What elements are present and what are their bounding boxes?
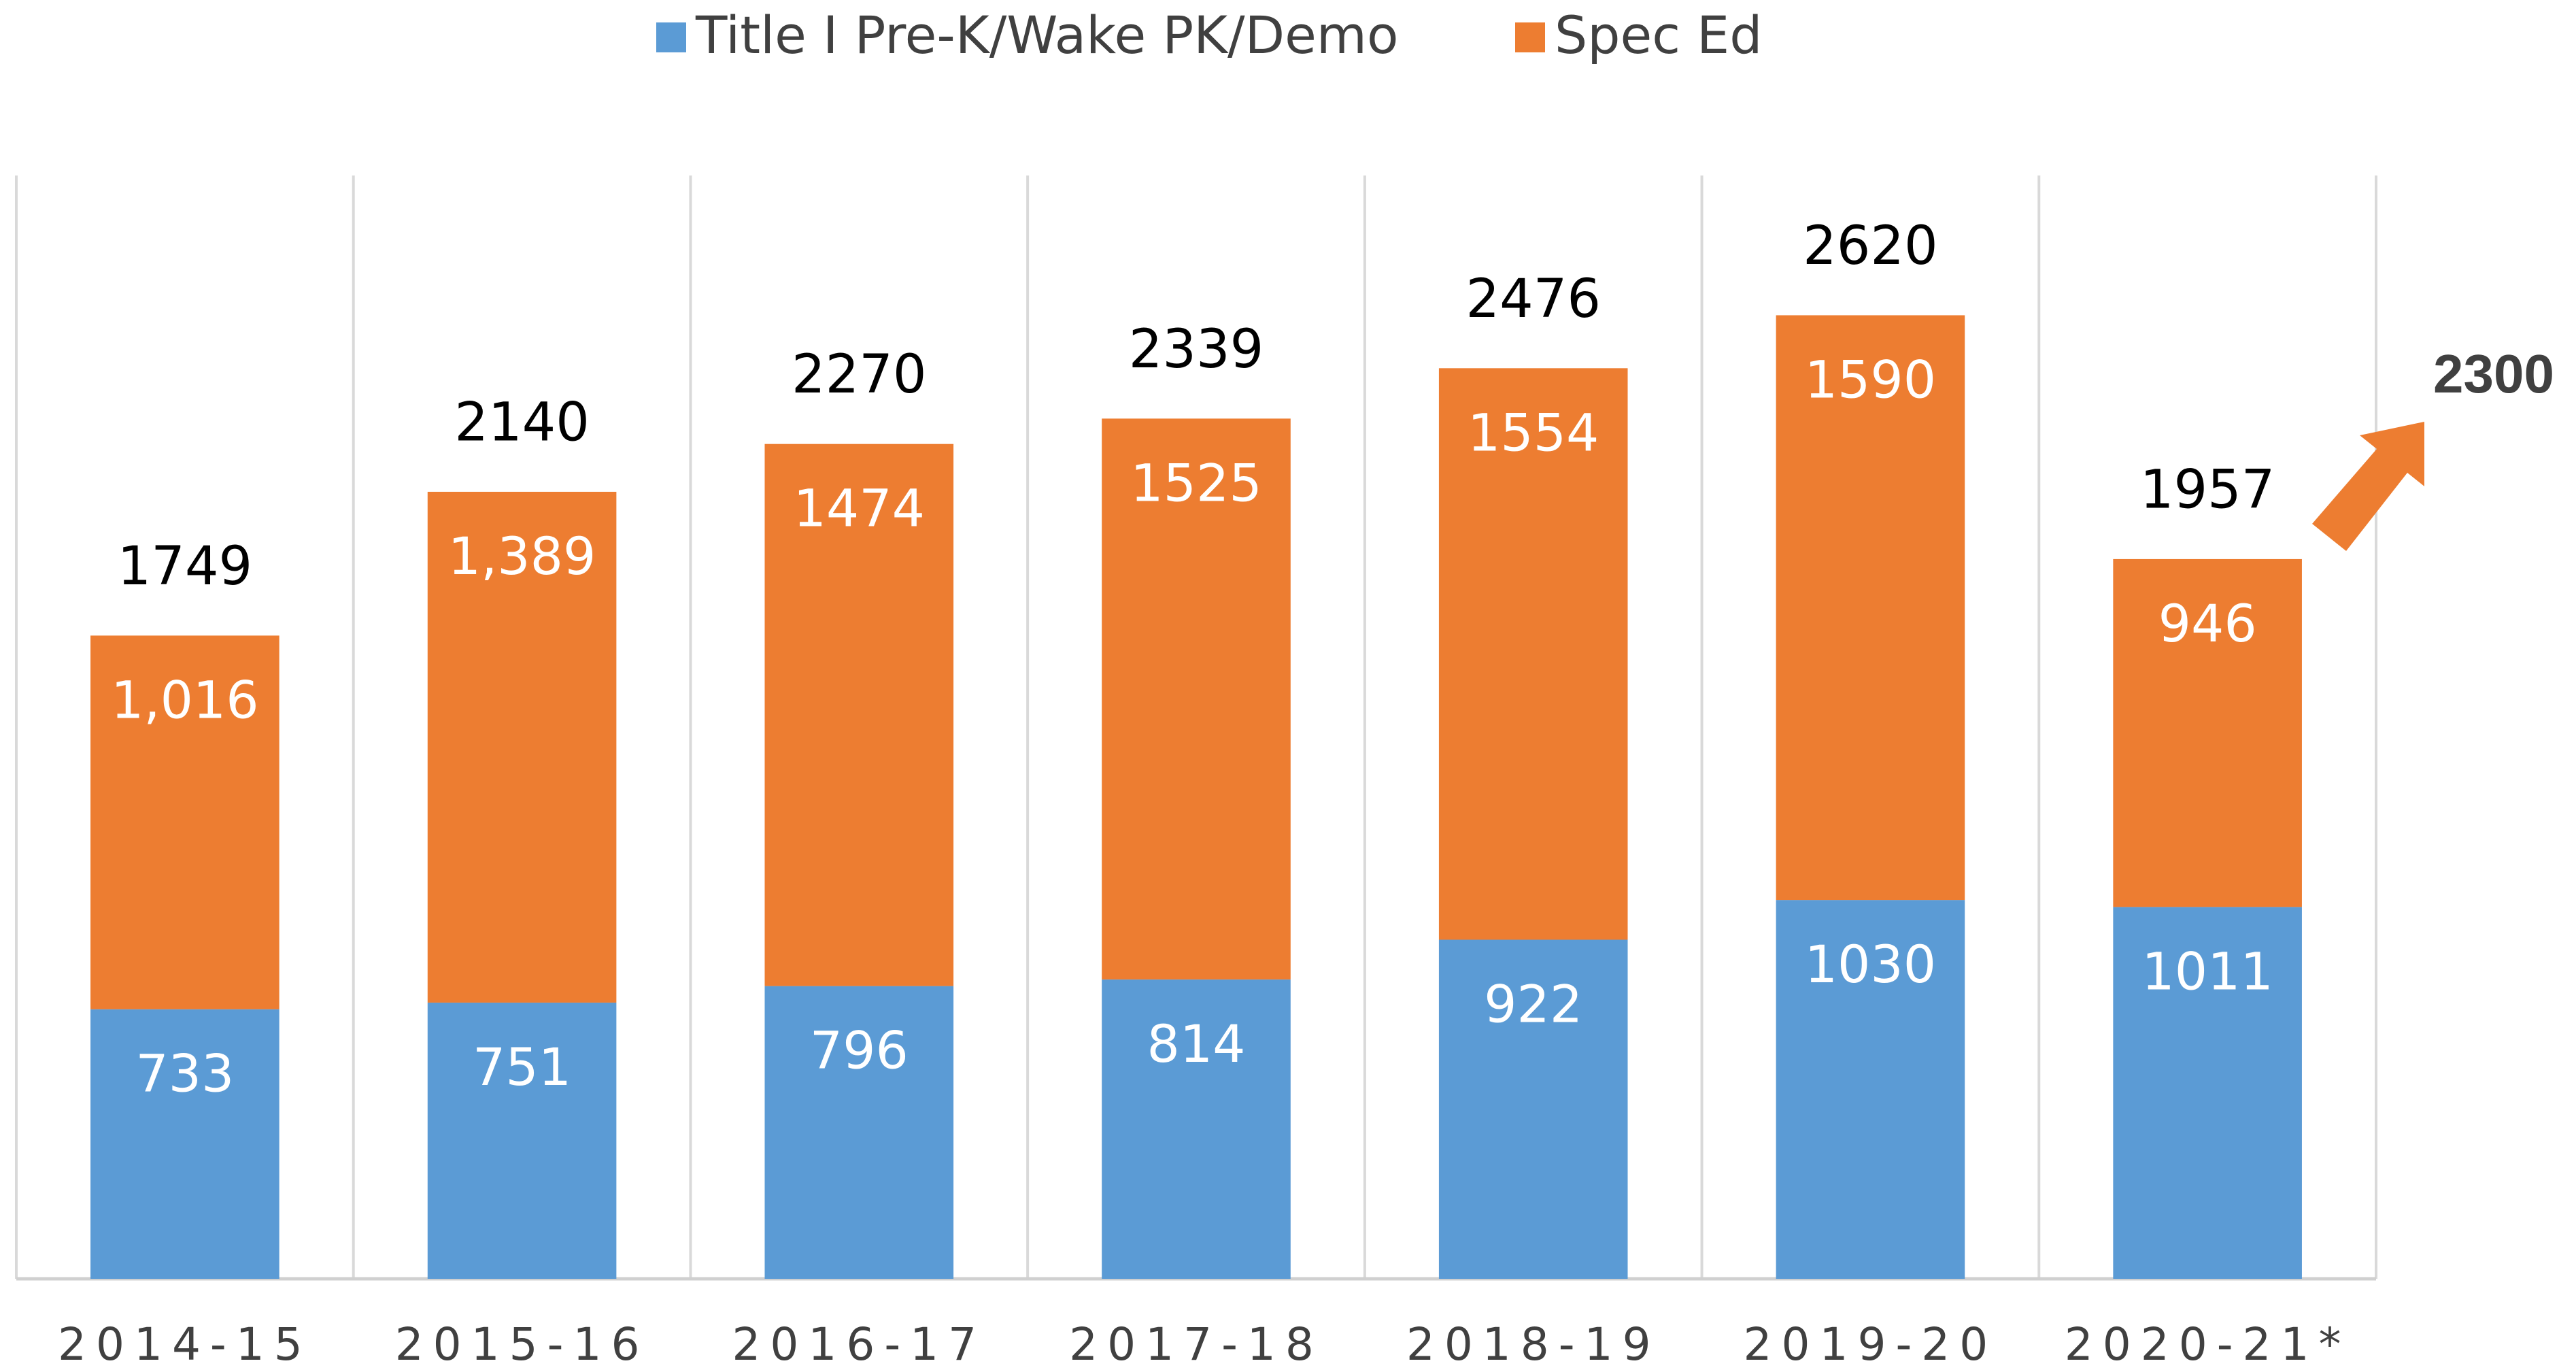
bar-segment <box>1776 900 1965 1279</box>
value-label: 922 <box>1484 973 1582 1034</box>
total-label: 2270 <box>792 344 927 405</box>
bar-segment <box>764 444 954 986</box>
legend-label: Spec Ed <box>1555 5 1762 65</box>
value-label: 1554 <box>1468 402 1599 463</box>
legend-label: Title I Pre-K/Wake PK/Demo <box>695 5 1398 65</box>
x-tick-label: 2018-19 <box>1406 1318 1661 1371</box>
value-label: 1011 <box>2141 941 2273 1001</box>
value-label: 1,389 <box>448 526 596 586</box>
x-tick-label: 2017-18 <box>1069 1318 1323 1371</box>
annotation: 2300 <box>2433 344 2554 404</box>
value-label: 1474 <box>794 478 925 539</box>
value-label: 751 <box>473 1037 571 1097</box>
value-label: 1030 <box>1805 934 1936 994</box>
bar-segment <box>427 1002 617 1279</box>
total-label: 2476 <box>1465 269 1601 330</box>
legend-swatch <box>1515 22 1545 52</box>
bar-segment <box>427 491 617 1003</box>
total-label: 2620 <box>1803 216 1938 277</box>
bar-segment <box>1438 939 1628 1279</box>
bar-segment <box>90 635 279 1009</box>
x-tick-label: 2016-17 <box>732 1318 986 1371</box>
total-label: 2140 <box>454 392 590 453</box>
total-label: 1749 <box>118 536 253 597</box>
x-tick-label: 2020-21* <box>2065 1318 2351 1371</box>
legend-swatch <box>656 22 686 52</box>
value-label: 733 <box>135 1043 234 1104</box>
value-label: 946 <box>2158 593 2257 654</box>
bar-segment <box>764 986 954 1279</box>
bar-segment <box>1438 368 1628 940</box>
total-label: 2339 <box>1129 319 1264 380</box>
value-label: 1590 <box>1805 349 1936 409</box>
bar-segment <box>90 1009 279 1279</box>
bar-segment <box>1776 315 1965 901</box>
total-label: 1957 <box>2140 459 2275 520</box>
bar-segment <box>1102 418 1291 980</box>
x-tick-label: 2014-15 <box>58 1318 312 1371</box>
value-label: 814 <box>1147 1014 1245 1074</box>
bar-segment <box>2113 558 2302 907</box>
bar-segment <box>2113 907 2302 1279</box>
value-label: 1,016 <box>111 669 259 730</box>
bar-segment <box>1102 979 1291 1279</box>
x-tick-label: 2019-20 <box>1744 1318 1998 1371</box>
value-label: 796 <box>810 1020 909 1081</box>
x-tick-label: 2015-16 <box>395 1318 649 1371</box>
trend-arrow <box>2312 422 2424 551</box>
value-label: 1525 <box>1130 452 1261 513</box>
